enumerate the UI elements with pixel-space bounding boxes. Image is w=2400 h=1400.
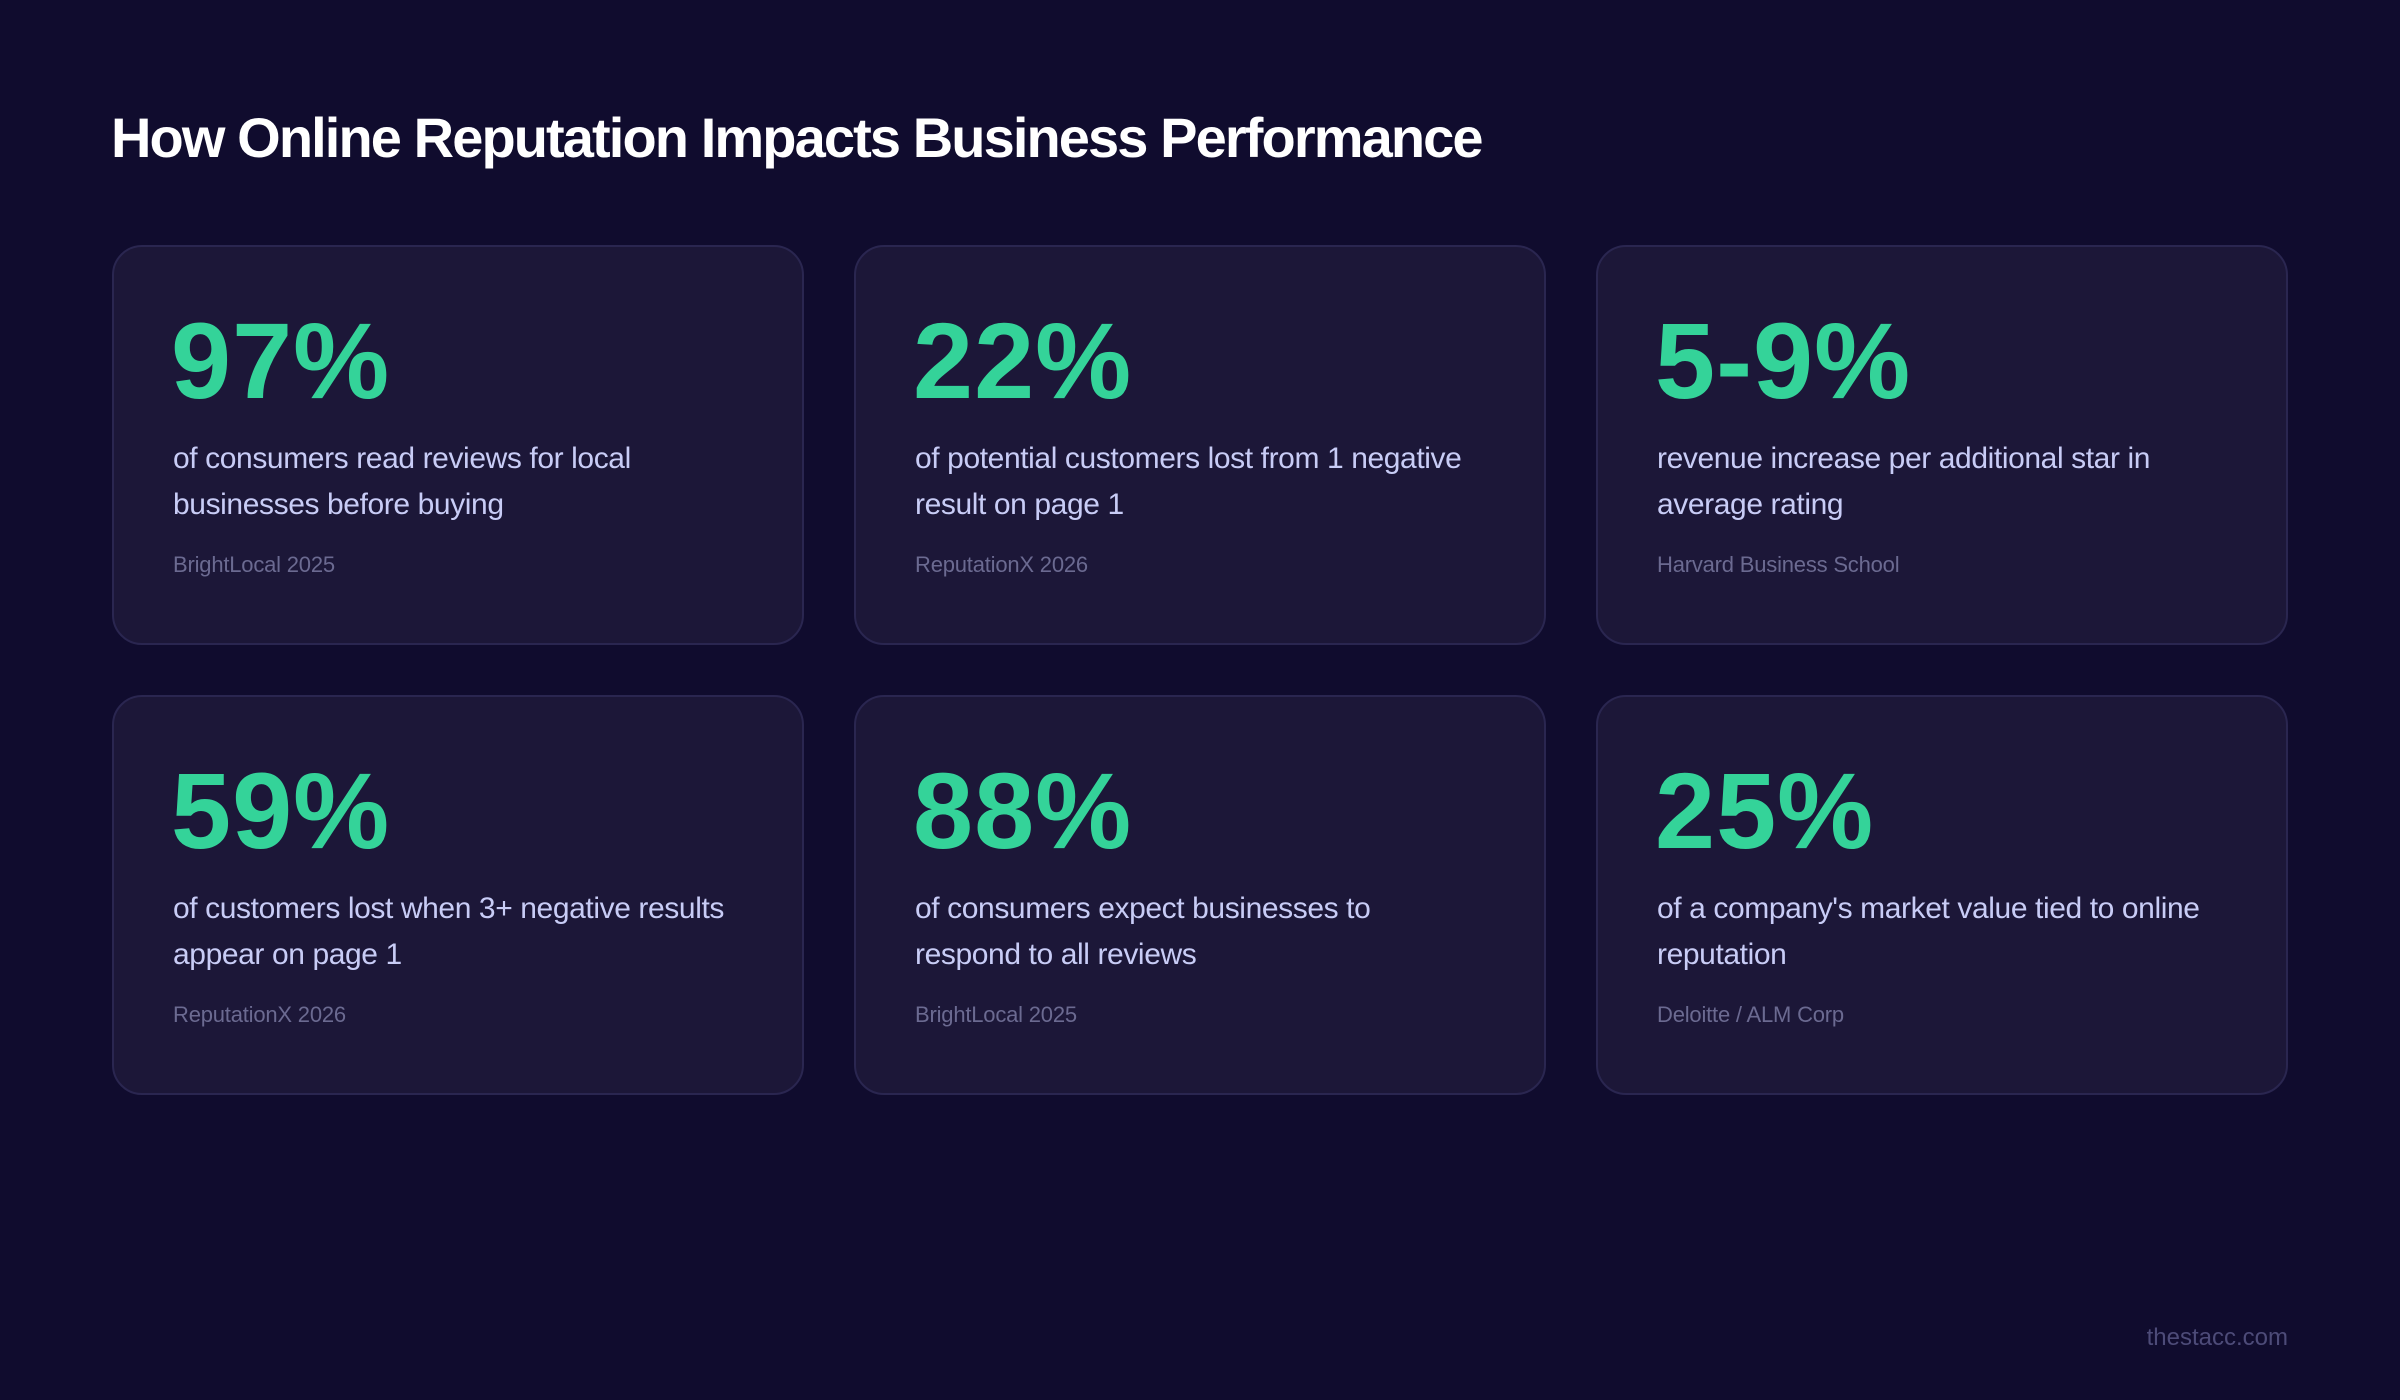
page-title: How Online Reputation Impacts Business P… [111,106,1484,169]
stat-value: 25% [1655,750,1875,871]
stat-source: BrightLocal 2025 [915,1002,1077,1027]
stat-card-customers-lost-one-negative: 22% of potential customers lost from 1 n… [854,245,1546,645]
stats-grid: 97% of consumers read reviews for local … [112,245,2288,1095]
stat-description: of customers lost when 3+ negative resul… [173,892,724,971]
stat-card-market-value: 25% of a company's market value tied to … [1596,695,2288,1095]
stat-value: 97% [171,300,391,421]
stat-value: 22% [913,300,1133,421]
stat-value: 5-9% [1655,300,1912,421]
stat-source: Deloitte / ALM Corp [1657,1002,1844,1027]
stat-card-revenue-per-star: 5-9% revenue increase per additional sta… [1596,245,2288,645]
stat-description: of consumers read reviews for local busi… [173,442,631,521]
stat-card-consumers-read-reviews: 97% of consumers read reviews for local … [112,245,804,645]
stat-description: of a company's market value tied to onli… [1657,892,2200,971]
stat-card-expect-responses: 88% of consumers expect businesses to re… [854,695,1546,1095]
stat-description: revenue increase per additional star in … [1657,442,2151,521]
stat-source: BrightLocal 2025 [173,552,335,577]
footer-brand: thestacc.com [2146,1324,2288,1351]
stat-source: ReputationX 2026 [915,552,1088,577]
stat-source: Harvard Business School [1657,552,1900,577]
stat-value: 88% [913,750,1133,871]
stat-description: of potential customers lost from 1 negat… [915,442,1462,521]
stat-source: ReputationX 2026 [173,1002,346,1027]
stat-card-customers-lost-three-negative: 59% of customers lost when 3+ negative r… [112,695,804,1095]
stat-value: 59% [171,750,391,871]
stat-description: of consumers expect businesses to respon… [915,892,1371,971]
